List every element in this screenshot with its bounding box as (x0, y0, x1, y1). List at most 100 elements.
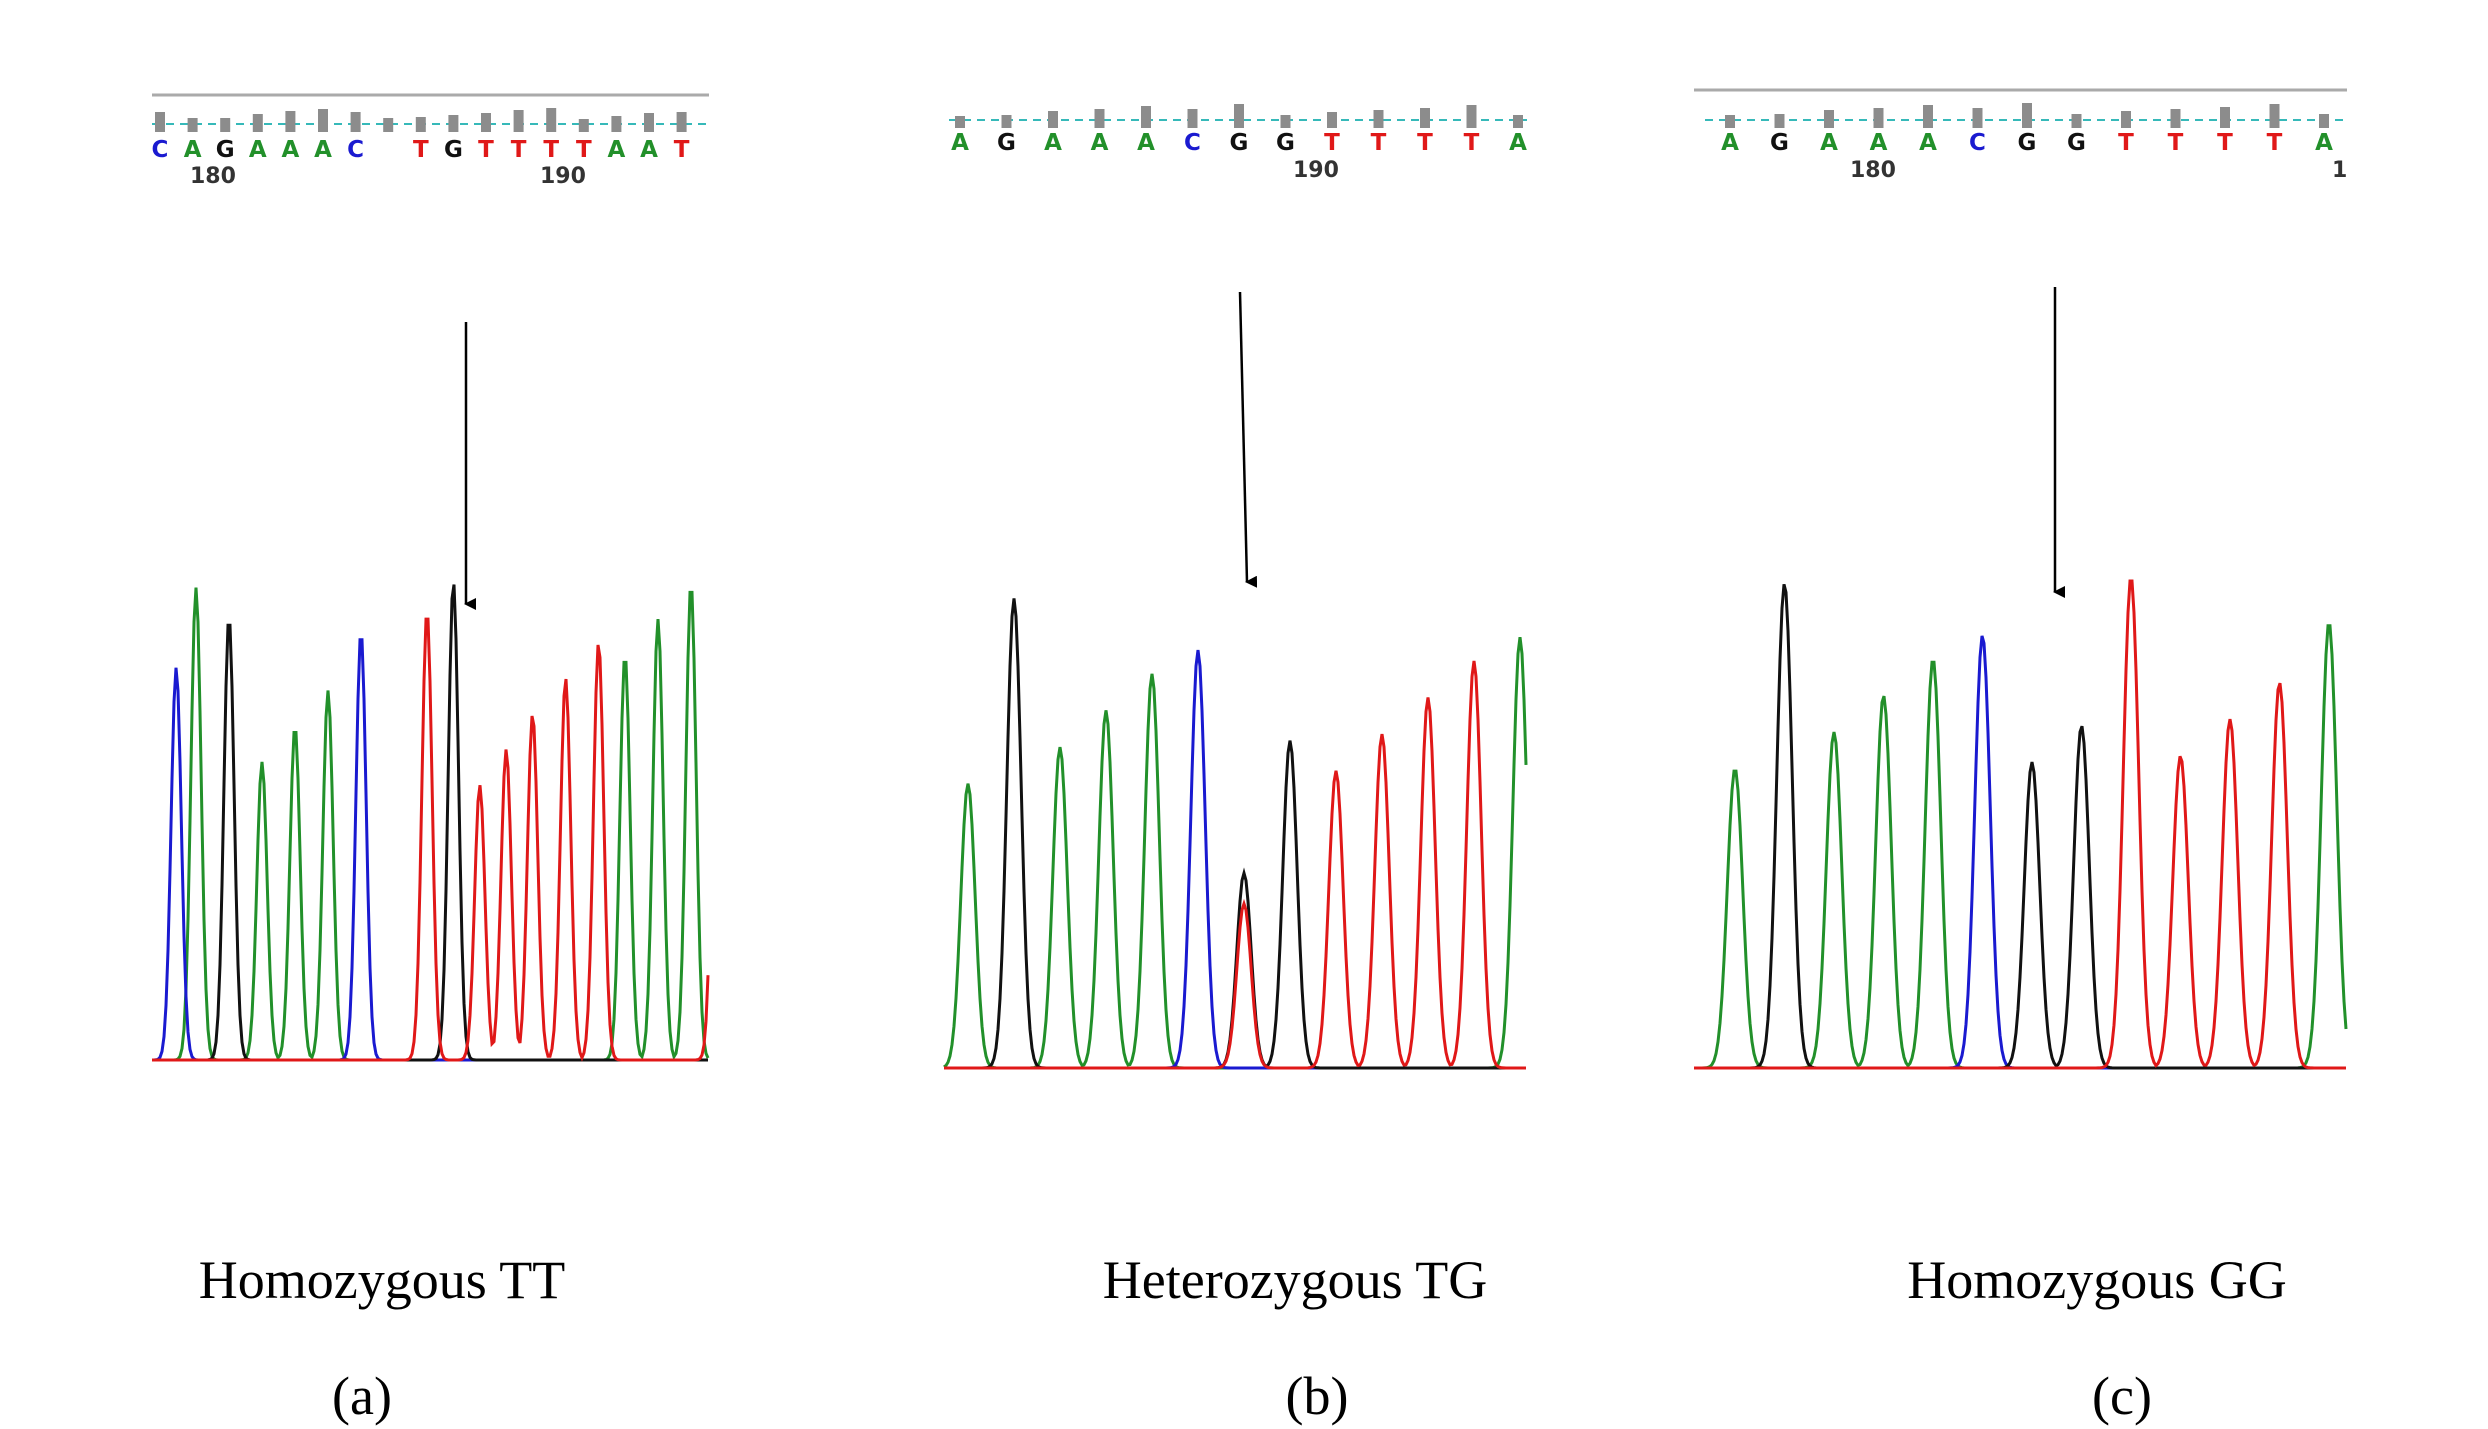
trace-c (1694, 635, 2346, 1070)
quality-bar (546, 108, 557, 132)
base-call: G (1770, 130, 1789, 156)
base-call: G (444, 137, 463, 163)
quality-bar (448, 115, 459, 132)
quality-bar (2170, 109, 2181, 128)
base-call: A (1820, 130, 1838, 156)
quality-bar (1280, 115, 1291, 128)
quality-bar (2022, 103, 2032, 128)
position-label-partial-c: 1 (2332, 158, 2347, 183)
base-call: T (1417, 130, 1433, 156)
base-call: G (2018, 130, 2037, 156)
trace-t (1694, 579, 2346, 1070)
quality-bar (1824, 110, 1834, 128)
quality-bar (1923, 105, 1933, 128)
base-call: G (1276, 130, 1295, 156)
quality-bar (1972, 108, 1983, 128)
quality-bar (1513, 115, 1523, 128)
quality-bar (1774, 114, 1785, 128)
panel-label-a: (a) (332, 1366, 392, 1426)
quality-bar (155, 112, 165, 132)
quality-bar (252, 114, 263, 132)
quality-bar (2319, 114, 2329, 128)
quality-bar (285, 111, 296, 132)
panel-c: A G A A A C G G T T T T A 180 1 Homozygous GG (c) (1694, 88, 2348, 1426)
base-call: T (511, 137, 527, 163)
base-call: T (1464, 130, 1480, 156)
quality-bar (1094, 109, 1105, 128)
quality-bar (611, 116, 622, 132)
base-call: G (997, 130, 1016, 156)
position-label-190-b: 190 (1293, 158, 1339, 183)
base-call: T (674, 137, 690, 163)
quality-bar (2071, 114, 2082, 128)
quality-bar (1873, 108, 1884, 128)
base-call: G (216, 137, 235, 163)
quality-bar (1725, 115, 1735, 128)
quality-bar (2269, 104, 2280, 128)
base-call: A (184, 137, 202, 163)
genotype-caption-b: Heterozygous TG (1103, 1250, 1487, 1310)
base-call: T (1324, 130, 1340, 156)
quality-bar (187, 118, 198, 132)
quality-bar (676, 112, 687, 132)
chromatogram-a (152, 584, 710, 1062)
base-call: C (1969, 130, 1986, 156)
base-call: T (1371, 130, 1387, 156)
base-call: G (1230, 130, 1249, 156)
quality-bar (415, 117, 426, 132)
base-call: A (1091, 130, 1109, 156)
base-call: T (543, 137, 559, 163)
chromatogram-b (943, 598, 1528, 1070)
panel-label-b: (b) (1286, 1366, 1349, 1426)
quality-bar (1327, 112, 1337, 128)
quality-bar (644, 113, 654, 132)
quality-bar (578, 119, 589, 132)
quality-bar (1141, 106, 1151, 128)
quality-bar (350, 112, 361, 132)
quality-bar (1466, 105, 1477, 128)
base-call: A (2315, 130, 2333, 156)
panel-label-c: (c) (2092, 1366, 2152, 1426)
base-call: A (1509, 130, 1527, 156)
genotype-caption-a: Homozygous TT (199, 1250, 565, 1310)
base-call: T (2118, 130, 2134, 156)
base-call: T (2267, 130, 2283, 156)
base-call: C (1184, 130, 1201, 156)
quality-bar (1048, 111, 1058, 128)
base-call: A (249, 137, 267, 163)
base-call: A (607, 137, 625, 163)
trace-g (1694, 583, 2346, 1070)
base-call: A (1044, 130, 1062, 156)
quality-bar (955, 116, 965, 128)
base-call: T (413, 137, 429, 163)
chromatogram-c (1694, 579, 2348, 1070)
base-call: C (152, 137, 169, 163)
trace-a (1694, 624, 2348, 1070)
quality-bar (318, 109, 328, 132)
quality-bar (220, 118, 231, 132)
base-call: A (281, 137, 299, 163)
base-call: T (2168, 130, 2184, 156)
base-call: A (1721, 130, 1739, 156)
genotype-caption-c: Homozygous GG (1907, 1250, 2286, 1310)
base-call: T (576, 137, 592, 163)
base-call: A (951, 130, 969, 156)
base-call: A (1919, 130, 1937, 156)
quality-bar (1420, 108, 1430, 128)
quality-bar (383, 118, 394, 132)
quality-bar (1187, 109, 1198, 128)
position-label-190-a: 190 (540, 164, 586, 189)
quality-bars-b (955, 104, 1523, 128)
base-call: A (314, 137, 332, 163)
base-call: T (478, 137, 494, 163)
quality-bar (2220, 107, 2230, 128)
base-call: C (347, 137, 364, 163)
trace-t (944, 660, 1526, 1070)
trace-t (152, 617, 710, 1062)
quality-bars-c (1725, 103, 2329, 128)
